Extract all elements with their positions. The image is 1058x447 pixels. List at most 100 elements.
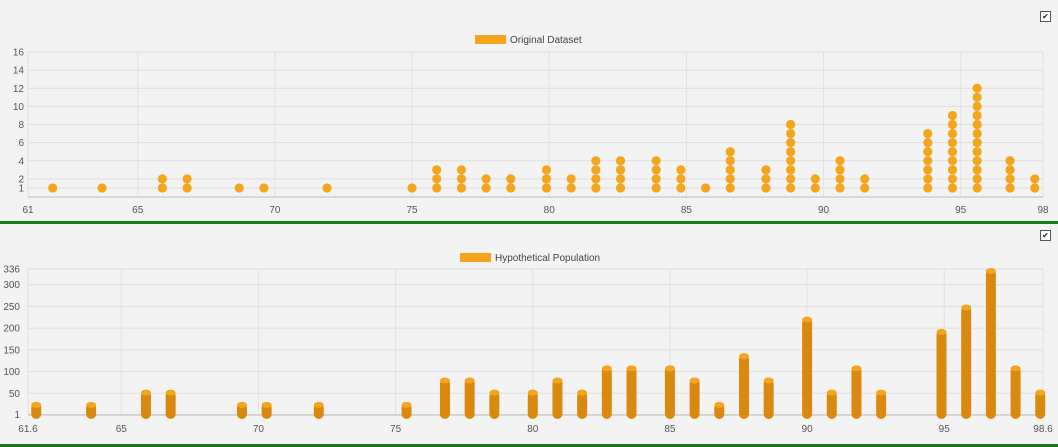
population-bar xyxy=(464,378,475,419)
data-dot xyxy=(651,165,661,175)
population-bar xyxy=(763,378,774,419)
data-dot xyxy=(972,138,982,148)
data-dot xyxy=(786,147,796,157)
bar-cap xyxy=(626,365,637,372)
data-dot xyxy=(947,156,958,166)
y-tick-label: 50 xyxy=(9,389,21,400)
bar-cap xyxy=(961,304,972,311)
x-tick-label: 85 xyxy=(681,205,693,216)
original-dataset-chart: Original Dataset 12 4 6 8 10 12 14 16 61 65 70 75 80 8… xyxy=(13,35,1049,216)
data-dot xyxy=(947,147,958,157)
data-dot xyxy=(947,165,958,175)
bar-cap xyxy=(763,377,774,384)
data-dot xyxy=(541,183,552,193)
population-bar xyxy=(577,390,588,419)
data-dot xyxy=(972,183,982,193)
legend-swatch xyxy=(475,35,506,44)
x-tick-label: 70 xyxy=(269,205,281,216)
population-bar xyxy=(664,366,675,419)
data-dot xyxy=(810,183,820,193)
data-dot xyxy=(947,138,958,148)
data-dot xyxy=(322,183,332,193)
population-bar xyxy=(527,390,538,419)
y-tick-label: 1 xyxy=(18,183,24,194)
population-bar xyxy=(439,378,450,419)
y-tick-label: 300 xyxy=(3,280,20,291)
y-tick-label: 336 xyxy=(3,265,20,276)
data-dot xyxy=(182,183,192,193)
population-bar xyxy=(601,366,612,419)
data-dot xyxy=(1030,183,1040,193)
data-dot xyxy=(810,174,820,184)
bar-cap xyxy=(552,377,563,384)
data-dot xyxy=(725,174,735,184)
bar-cap xyxy=(851,365,862,372)
population-bar xyxy=(140,390,151,419)
y-tick-label: 100 xyxy=(3,367,20,378)
x-tick-label: 95 xyxy=(955,205,967,216)
data-dot xyxy=(591,183,601,193)
data-dot xyxy=(835,165,845,175)
bar-cap xyxy=(439,377,450,384)
data-dot xyxy=(923,156,933,166)
data-dot xyxy=(923,174,933,184)
bar-cap xyxy=(401,401,412,408)
data-dot xyxy=(407,183,417,193)
data-dot xyxy=(786,128,796,139)
data-dot xyxy=(432,183,442,193)
data-dot xyxy=(1005,183,1015,193)
data-dot xyxy=(923,183,933,193)
bar-cap xyxy=(826,389,837,396)
bar-cap xyxy=(86,401,97,408)
bar-cap xyxy=(876,389,887,396)
data-dot xyxy=(591,165,601,175)
x-tick-label: 98 xyxy=(1037,205,1049,216)
y-tick-label: 2 xyxy=(18,174,24,185)
bar-cap xyxy=(664,365,675,372)
data-dot xyxy=(972,92,982,102)
data-dot xyxy=(786,119,796,130)
legend-label: Original Dataset xyxy=(510,35,582,46)
x-tick-label: 85 xyxy=(664,424,676,435)
x-tick-label: 95 xyxy=(939,424,951,435)
data-dot xyxy=(835,183,845,193)
population-bar xyxy=(552,378,563,419)
data-dot xyxy=(972,101,982,111)
data-dot xyxy=(972,147,982,157)
data-dot xyxy=(972,119,982,130)
data-dot xyxy=(972,165,982,175)
data-dot xyxy=(615,183,626,193)
x-tick-label: 90 xyxy=(802,424,814,435)
population-bar xyxy=(826,390,837,419)
toggle-checkbox-original[interactable]: ✔ xyxy=(1040,11,1051,22)
x-tick-label: 65 xyxy=(116,424,128,435)
bar-cap xyxy=(738,353,749,360)
population-bar xyxy=(1010,366,1021,419)
population-bar xyxy=(489,390,500,419)
bar-cap xyxy=(489,389,500,396)
y-tick-label: 8 xyxy=(18,120,24,131)
data-dot xyxy=(725,147,735,157)
data-dot xyxy=(456,174,467,184)
data-dot xyxy=(432,165,442,175)
data-dot xyxy=(615,174,626,184)
data-dot xyxy=(456,183,467,193)
x-tick-label: 70 xyxy=(253,424,265,435)
x-tick-label: 98.6 xyxy=(1033,424,1053,435)
data-dot xyxy=(835,156,845,166)
y-tick-label: 16 xyxy=(13,48,25,59)
data-dot xyxy=(234,183,244,193)
data-dot xyxy=(1005,165,1015,175)
data-dot xyxy=(651,183,661,193)
hypothetical-population-panel: ✔ Hypothetical Population 1 50 100 150 200 250… xyxy=(0,224,1058,447)
toggle-checkbox-hypothetical[interactable]: ✔ xyxy=(1040,230,1051,241)
x-tick-label: 75 xyxy=(390,424,402,435)
data-dot xyxy=(947,183,958,193)
data-dot xyxy=(972,156,982,166)
data-dot xyxy=(481,174,491,184)
data-dot xyxy=(786,156,796,166)
data-dot xyxy=(947,110,958,121)
y-tick-label: 150 xyxy=(3,345,20,356)
population-bar xyxy=(802,317,813,419)
x-tick-label: 61.6 xyxy=(18,424,38,435)
